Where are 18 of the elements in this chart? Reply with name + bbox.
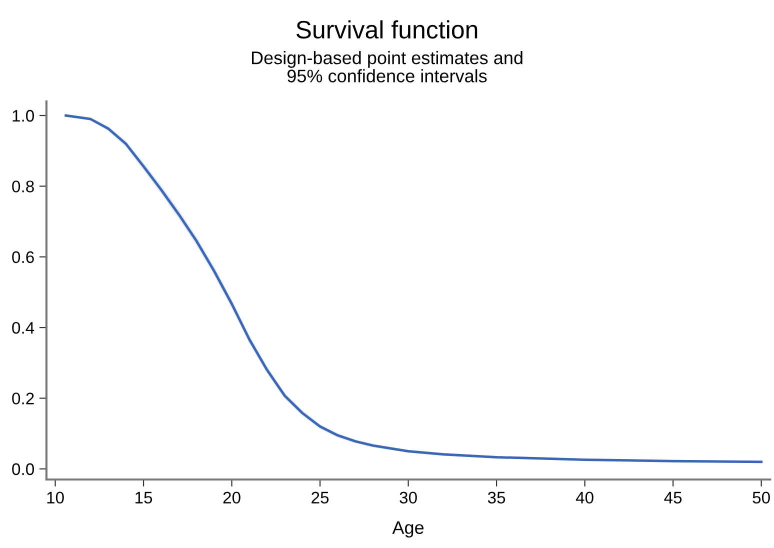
y-tick-label: 0.0 xyxy=(12,463,34,476)
y-tick-label: 0.4 xyxy=(12,322,34,334)
x-tick-label: 15 xyxy=(136,492,152,504)
x-axis-title: Age xyxy=(392,521,424,538)
chart-subtitle: Design-based point estimates and 95% confidence intervals xyxy=(252,51,522,82)
y-tick-label: 0.8 xyxy=(12,180,34,192)
x-tick-label: 30 xyxy=(400,492,417,504)
x-tick-label: 40 xyxy=(576,492,594,504)
y-tick-label: 0.6 xyxy=(12,251,34,264)
x-tick-label: 25 xyxy=(312,492,329,504)
x-tick-label: 35 xyxy=(488,492,506,504)
x-tick-label: 50 xyxy=(752,492,770,504)
x-tick-label: 45 xyxy=(664,492,682,504)
y-tick-label: 1.0 xyxy=(12,110,34,122)
x-tick-label: 10 xyxy=(47,492,64,504)
x-tick-label: 20 xyxy=(223,492,240,504)
chart-title: Survival function xyxy=(296,20,478,39)
y-tick-label: 0.2 xyxy=(12,392,34,404)
